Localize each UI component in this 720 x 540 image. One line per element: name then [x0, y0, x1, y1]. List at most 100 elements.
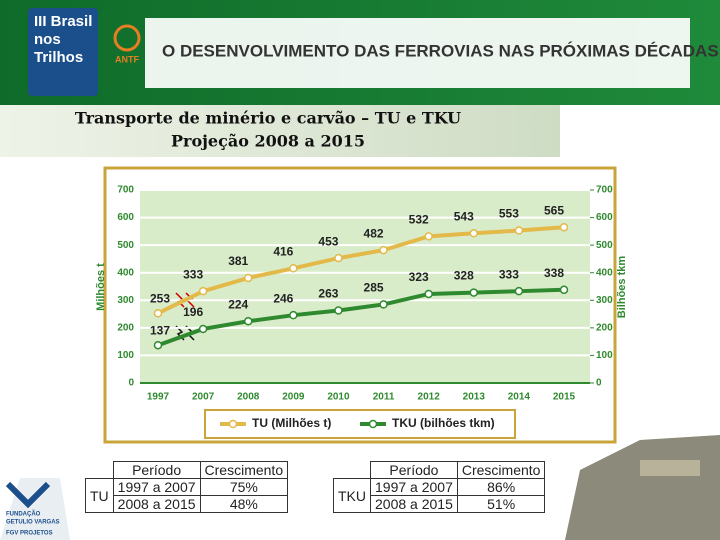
data-point: [424, 289, 433, 299]
legend-marker: [368, 419, 378, 429]
data-label: 543: [454, 209, 474, 223]
data-label: 333: [499, 267, 519, 281]
data-point: [424, 232, 433, 241]
legend-marker: [228, 419, 238, 429]
table-cell: 2008 a 2015: [112, 495, 201, 513]
table-cell: 2008 a 2015: [370, 495, 458, 513]
series-line: [157, 287, 565, 348]
legend-label: TU (Milhões t): [252, 416, 331, 430]
data-point: [514, 226, 524, 235]
y-tick-label: 0: [128, 378, 134, 389]
data-label: 333: [183, 267, 203, 281]
table-row-label: TKU: [333, 478, 371, 513]
data-point: [334, 306, 343, 315]
y2-tick-label: 600: [596, 212, 613, 223]
table-cell: 75%: [199, 478, 289, 496]
fgv-icon: [5, 481, 51, 509]
data-label: 137: [150, 323, 170, 337]
data-label: 253: [150, 291, 170, 305]
series-line: [157, 225, 565, 316]
x-tick-label: 2015: [553, 392, 576, 403]
train-window: [640, 460, 700, 476]
logo-text: Trilhos: [34, 49, 83, 66]
y2-tick-label: 100: [596, 350, 613, 361]
data-label: 553: [499, 207, 519, 221]
data-point: [153, 308, 163, 318]
y2-tick-label: 300: [596, 295, 613, 306]
data-point: [289, 310, 298, 320]
table-cell: 1997 a 2007: [370, 478, 458, 496]
data-point: [379, 245, 388, 255]
table-cell: 48%: [199, 495, 289, 513]
y2-tick-label: 500: [596, 240, 613, 251]
data-label: 532: [409, 212, 429, 226]
chart-subtitle: Projeção 2008 a 2015: [171, 132, 365, 151]
y-tick-label: 400: [117, 267, 134, 278]
x-tick-label: 2009: [282, 392, 305, 403]
data-label: 246: [273, 291, 293, 305]
logo-text: nos: [34, 31, 61, 48]
subtitle-band: [0, 105, 560, 157]
data-label: 224: [228, 297, 248, 311]
table-header: Crescimento: [456, 461, 546, 479]
data-point: [334, 253, 343, 263]
header-plate: [145, 18, 690, 88]
data-point: [153, 340, 163, 350]
table-row-label: TU: [85, 478, 114, 513]
y-tick-label: 300: [117, 295, 134, 306]
data-point: [243, 273, 253, 283]
data-point: [469, 288, 479, 297]
chart-title: Transporte de minério e carvão – TU e TK…: [75, 109, 461, 128]
table-header: Período: [112, 461, 201, 479]
x-tick-label: 2014: [508, 392, 531, 403]
y-axis-label: Milhões t: [95, 263, 107, 311]
data-point: [514, 286, 524, 296]
x-tick-label: 2007: [192, 392, 215, 403]
y2-axis-label: Bilhões tkm: [616, 256, 628, 319]
fgv-text: GETULIO VARGAS: [6, 520, 60, 526]
data-point: [469, 229, 479, 238]
data-label: 482: [364, 226, 384, 240]
y-tick-label: 700: [117, 185, 134, 196]
data-label: 338: [544, 266, 564, 280]
data-point: [289, 264, 298, 273]
data-label: 416: [273, 244, 293, 258]
y-tick-label: 600: [117, 212, 134, 223]
data-label: 453: [318, 234, 338, 248]
table-cell: 86%: [456, 478, 546, 496]
data-label: 196: [183, 305, 203, 319]
data-label: 328: [454, 269, 474, 283]
y-tick-label: 100: [117, 350, 134, 361]
legend-label: TKU (bilhões tkm): [392, 416, 495, 430]
antf-text: ANTF: [115, 54, 139, 64]
y2-tick-label: 400: [596, 267, 613, 278]
data-point: [559, 222, 569, 232]
fgv-brand: FGV PROJETOS: [6, 531, 53, 537]
table-header: Período: [370, 461, 458, 479]
y-tick-label: 500: [117, 240, 134, 251]
table-header: Crescimento: [199, 461, 289, 479]
y2-tick-label: 200: [596, 322, 613, 333]
x-tick-label: 2010: [327, 392, 350, 403]
x-tick-label: 2013: [463, 392, 486, 403]
antf-icon: [113, 24, 141, 52]
table-cell: 51%: [456, 495, 546, 513]
table-cell: 1997 a 2007: [112, 478, 201, 496]
data-point: [559, 285, 569, 295]
x-tick-label: 2011: [373, 392, 395, 403]
train-image: [565, 435, 720, 540]
data-label: 263: [318, 287, 338, 301]
growth-table: Período Crescimento TU 1997 a 2007 75% 2008…: [85, 461, 289, 513]
x-tick-label: 2008: [237, 392, 260, 403]
y2-tick-label: 0: [596, 378, 602, 389]
y-tick-label: 200: [117, 322, 134, 333]
data-point: [198, 286, 208, 296]
x-tick-label: 2012: [418, 392, 441, 403]
data-point: [198, 324, 208, 334]
data-label: 565: [544, 203, 564, 217]
logo-box: [28, 8, 98, 96]
logo-text: III Brasil: [34, 13, 92, 30]
data-point: [243, 316, 253, 326]
